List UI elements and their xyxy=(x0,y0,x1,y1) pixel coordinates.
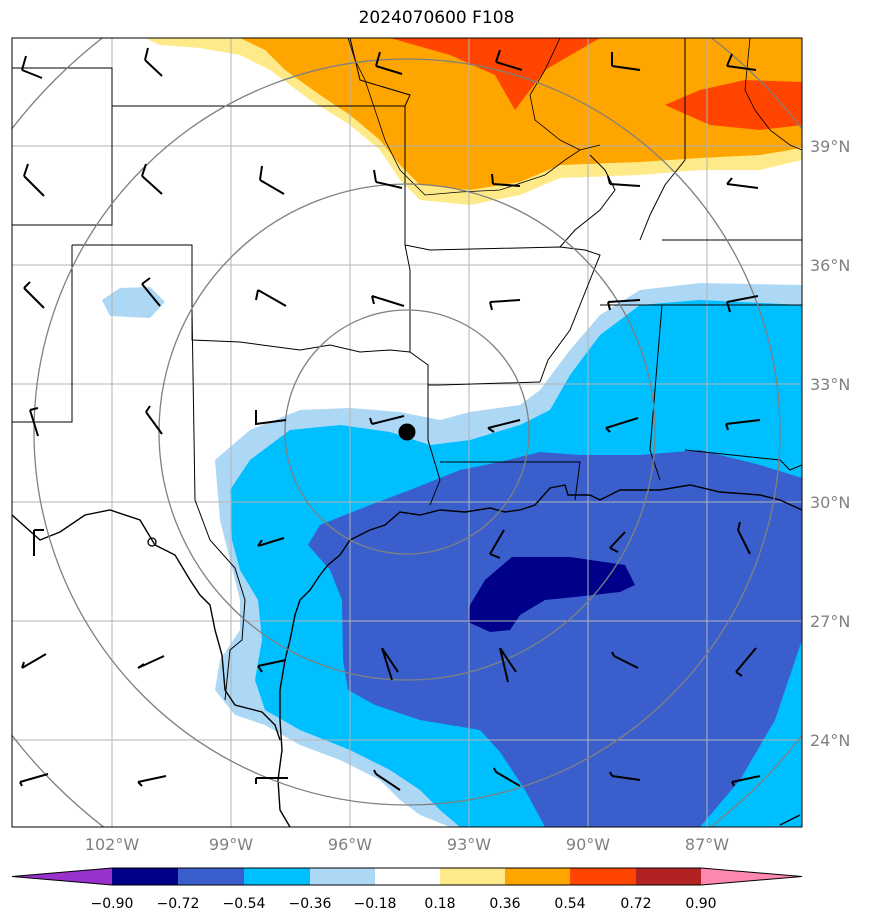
positive-anomaly-fill xyxy=(145,38,802,205)
colorbar-tick: −0.36 xyxy=(289,896,332,912)
colorbar-tick: −0.72 xyxy=(157,896,200,912)
colorbar xyxy=(11,867,803,886)
lat-label: 30°N xyxy=(810,493,850,512)
lon-label: 99°W xyxy=(209,835,253,854)
lat-label: 27°N xyxy=(810,612,850,631)
wind-barbs xyxy=(19,47,761,791)
colorbar-tick: 0.18 xyxy=(424,896,455,912)
negative-anomaly-fill xyxy=(102,283,802,827)
lon-label: 87°W xyxy=(685,835,729,854)
state-borders xyxy=(12,38,802,701)
colorbar-segment xyxy=(112,868,178,885)
latitude-labels: 39°N 36°N 33°N 30°N 27°N 24°N xyxy=(810,137,850,750)
lat-label: 33°N xyxy=(810,375,850,394)
colorbar-segment xyxy=(636,868,701,885)
graticule xyxy=(12,38,802,827)
lat-label: 24°N xyxy=(810,731,850,750)
colorbar-tick-labels: −0.90 −0.72 −0.54 −0.36 −0.18 0.18 0.36 … xyxy=(91,896,717,912)
colorbar-outline xyxy=(11,867,803,886)
lake-marker xyxy=(147,537,157,547)
colorbar-tick: 0.72 xyxy=(620,896,651,912)
longitude-labels: 102°W 99°W 96°W 93°W 90°W 87°W xyxy=(85,835,729,854)
colorbar-tick: 0.90 xyxy=(685,896,716,912)
lon-label: 90°W xyxy=(566,835,610,854)
lat-label: 36°N xyxy=(810,256,850,275)
colorbar-segment xyxy=(505,868,570,885)
colorbar-tick: 0.54 xyxy=(554,896,585,912)
lon-label: 102°W xyxy=(85,835,140,854)
map-title: 2024070600 F108 xyxy=(358,8,515,28)
lon-label: 93°W xyxy=(447,835,491,854)
colorbar-tick: −0.90 xyxy=(91,896,134,912)
map-frame xyxy=(11,37,803,828)
lon-label: 96°W xyxy=(328,835,372,854)
colorbar-tick: −0.18 xyxy=(354,896,397,912)
colorbar-segment xyxy=(310,868,375,885)
colorbar-segment xyxy=(570,868,636,885)
colorbar-tick: 0.36 xyxy=(489,896,520,912)
colorbar-segment xyxy=(701,868,802,885)
colorbar-segment xyxy=(375,868,440,885)
colorbar-segment xyxy=(12,868,112,885)
colorbar-segment xyxy=(178,868,244,885)
center-marker xyxy=(398,423,416,441)
lat-label: 39°N xyxy=(810,137,850,156)
colorbar-segment xyxy=(244,868,310,885)
river-lines xyxy=(347,38,802,196)
colorbar-tick: −0.54 xyxy=(223,896,266,912)
colorbar-segment xyxy=(440,868,505,885)
